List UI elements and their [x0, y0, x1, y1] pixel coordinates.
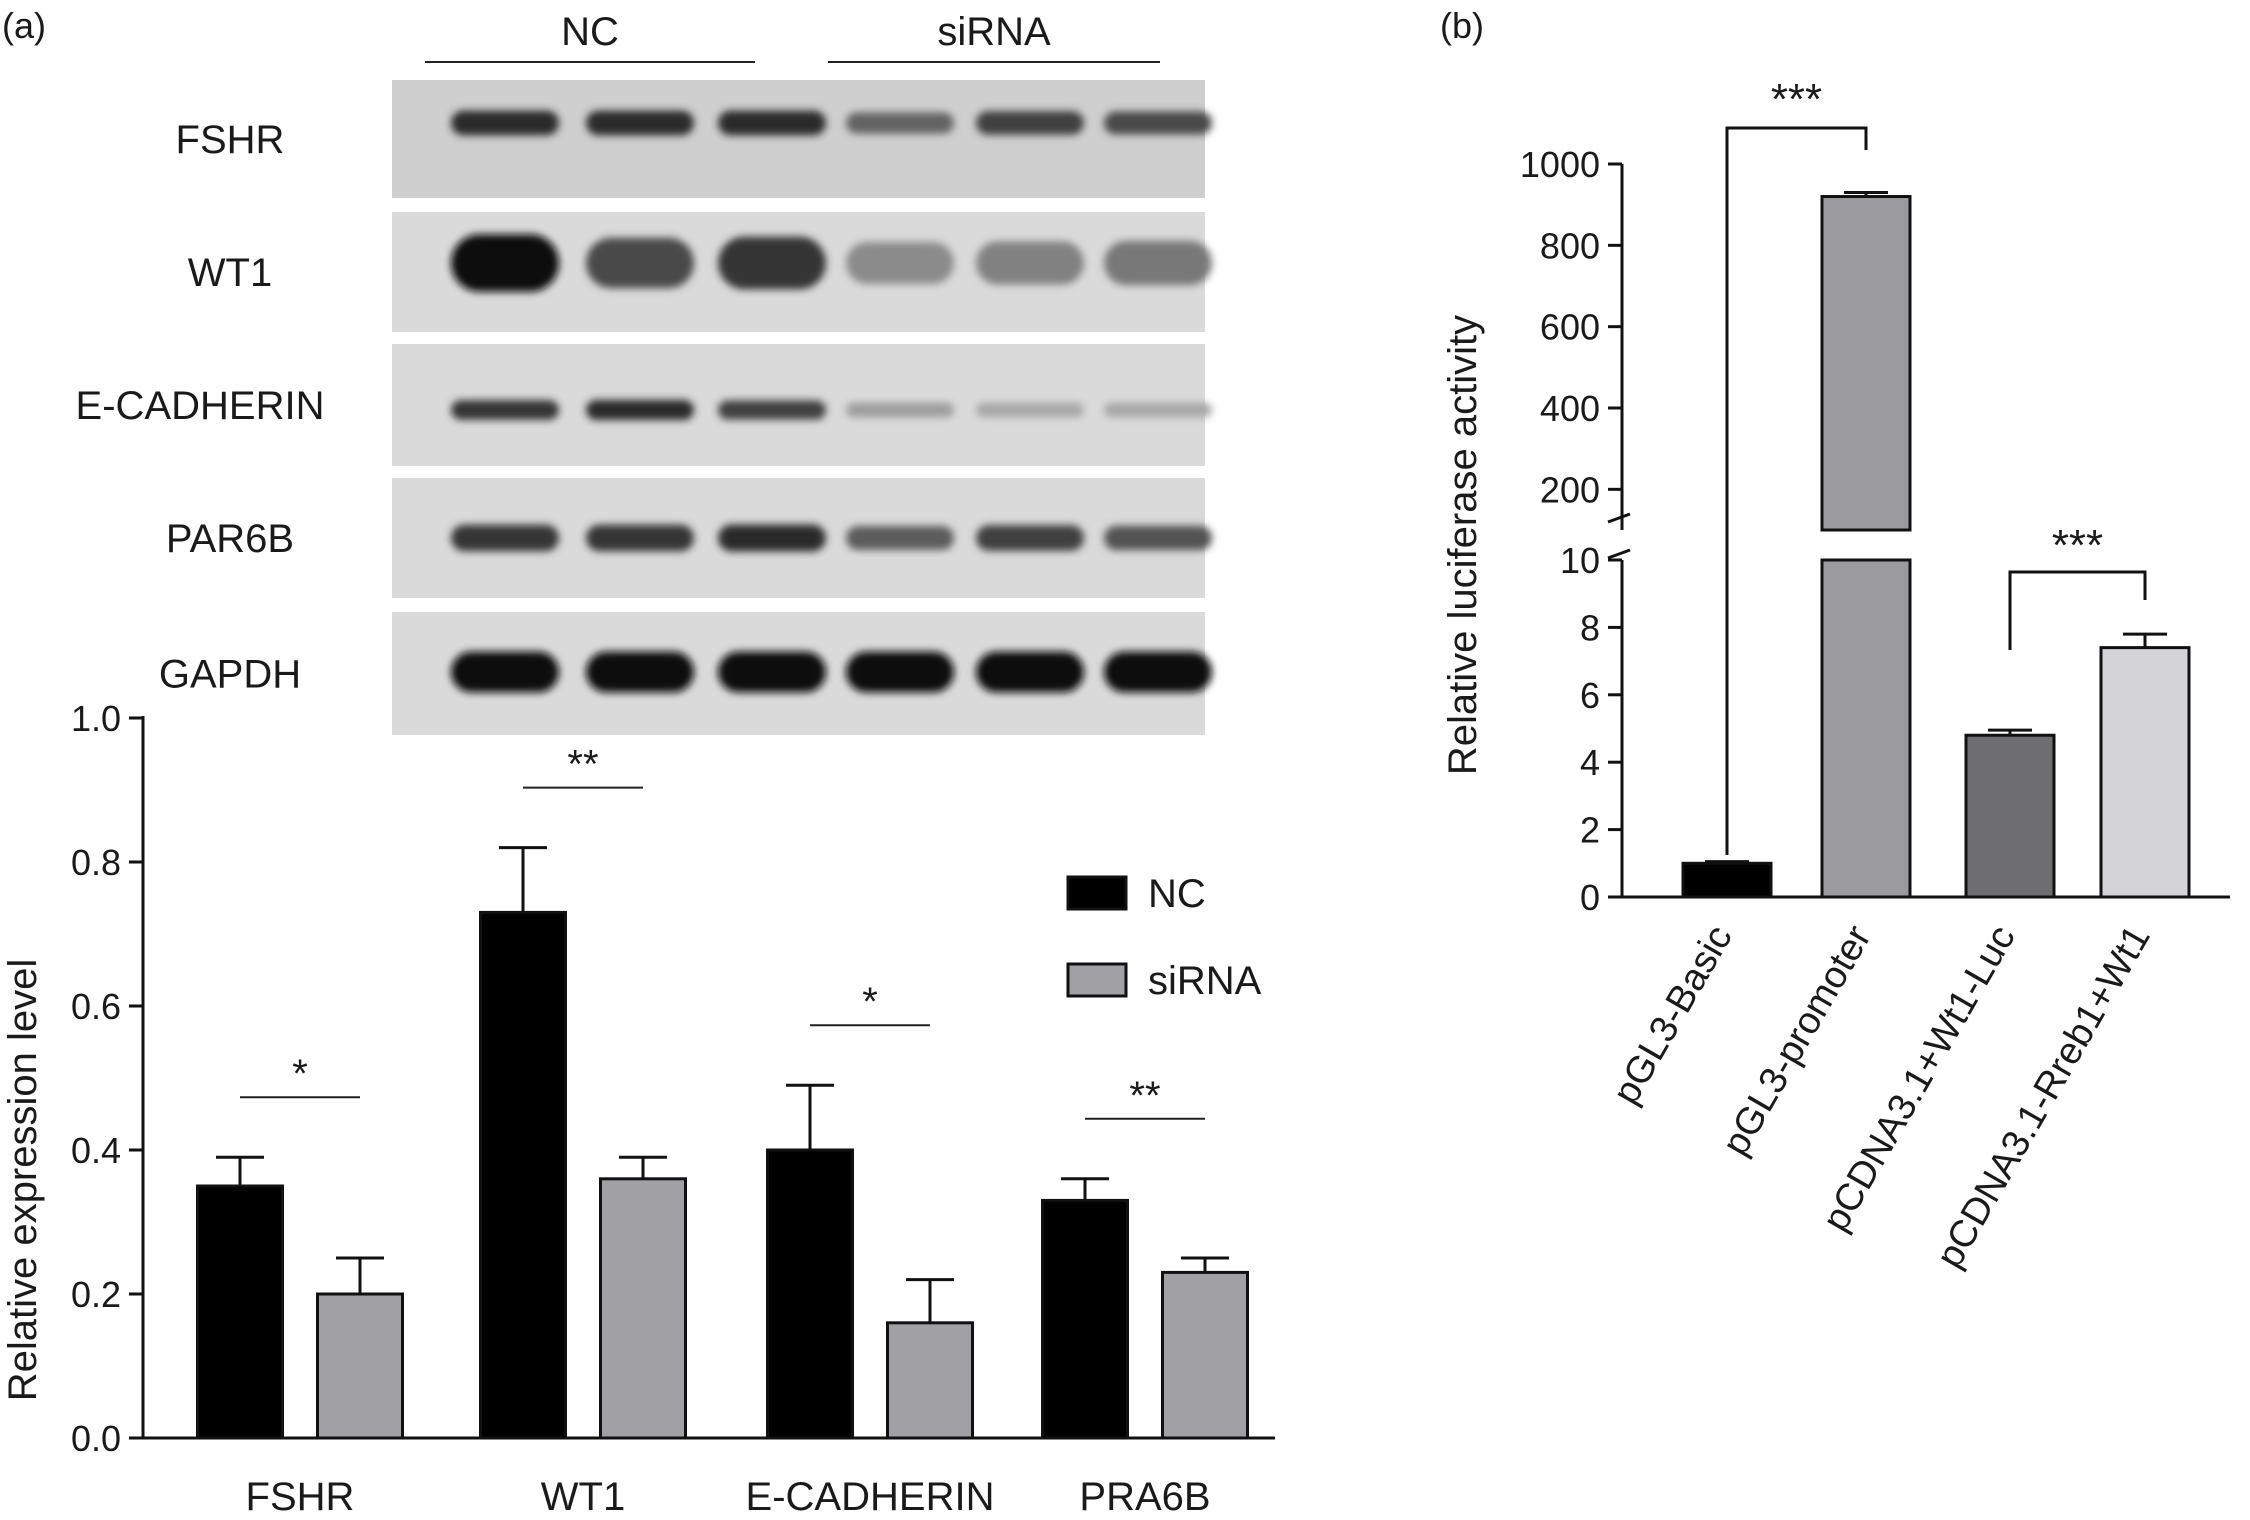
- significance-marker: ***: [2052, 521, 2103, 570]
- y-tick-label: 0.4: [71, 1130, 121, 1171]
- x-tick-label: pGL3-promoter: [1715, 918, 1880, 1162]
- legend-swatch-sirna: [1066, 962, 1128, 998]
- comparison-bracket: [1725, 126, 1868, 855]
- bar-upper: [1820, 195, 1912, 532]
- significance-marker: **: [567, 743, 598, 787]
- y-tick-label: 200: [1540, 469, 1600, 510]
- blot-band: [976, 111, 1084, 135]
- blot-band: [451, 524, 559, 552]
- bar-lower: [1820, 558, 1912, 899]
- bar: [2099, 646, 2191, 899]
- y-tick-label: 0.8: [71, 842, 121, 883]
- legend-label-sirna: siRNA: [1148, 959, 1262, 1003]
- blot-group-label-nc: NC: [561, 10, 619, 54]
- axis-break-mark: [1607, 512, 1631, 524]
- significance-marker: *: [862, 980, 878, 1024]
- blot-band: [846, 526, 954, 550]
- blot-band: [718, 110, 826, 136]
- significance-marker: **: [1129, 1074, 1160, 1118]
- panel-a-label: (a): [2, 5, 46, 46]
- y-axis-label: Relative expression level: [1, 959, 45, 1401]
- blot-band: [586, 399, 694, 421]
- panel-b-label: (b): [1440, 5, 1484, 46]
- y-tick-label: 0.2: [71, 1274, 121, 1315]
- bar-sirna: [1161, 1270, 1249, 1440]
- y-tick-label: 4: [1580, 742, 1600, 783]
- blot-row-label-gapdh: GAPDH: [159, 653, 301, 697]
- y-tick-label: 0.0: [71, 1418, 121, 1459]
- blot-band: [846, 112, 954, 134]
- blot-band: [718, 651, 826, 693]
- x-tick-label: E-CADHERIN: [746, 1475, 995, 1519]
- blot-group-label-sirna: siRNA: [937, 10, 1051, 54]
- blot-band: [1104, 651, 1212, 693]
- blot-strip-fshr: [392, 80, 1205, 198]
- western-blot: NC siRNA FSHR WT1 E-CADHERIN PAR6B GAPDH: [76, 10, 1212, 735]
- x-tick-label: WT1: [541, 1475, 625, 1519]
- blot-band: [1104, 525, 1212, 551]
- bar-sirna: [599, 1177, 687, 1440]
- bar: [1964, 733, 2056, 899]
- significance-marker: *: [292, 1052, 308, 1096]
- significance-marker: ***: [1771, 75, 1822, 124]
- y-tick-label: 1.0: [71, 698, 121, 739]
- blot-band: [451, 651, 559, 693]
- bar-sirna: [886, 1321, 974, 1440]
- blot-row-label-e-cadherin: E-CADHERIN: [76, 384, 325, 428]
- blot-band: [846, 242, 954, 284]
- y-tick-label: 0.6: [71, 986, 121, 1027]
- blot-band: [451, 110, 559, 136]
- y-tick-label: 6: [1580, 675, 1600, 716]
- blot-band: [1104, 402, 1212, 418]
- bar-nc: [479, 910, 567, 1440]
- blot-band: [1104, 111, 1212, 135]
- bar-nc: [766, 1148, 854, 1440]
- luciferase-bar-chart: 0 2 4 6 8 10 200 400 600 800 1000 Relative lucifera…: [1441, 75, 2230, 1275]
- y-tick-label: 10: [1560, 540, 1600, 581]
- axis-break-mark: [1607, 548, 1631, 560]
- y-tick-label: 400: [1540, 388, 1600, 429]
- y-tick-label: 8: [1580, 607, 1600, 648]
- blot-band: [976, 651, 1084, 693]
- blot-band: [976, 525, 1084, 551]
- blot-band: [586, 651, 694, 693]
- bar: [1681, 861, 1773, 899]
- bar-sirna: [316, 1292, 404, 1440]
- blot-band: [976, 241, 1084, 285]
- blot-band: [846, 402, 954, 418]
- y-tick-label: 1000: [1520, 144, 1600, 185]
- y-tick-label: 600: [1540, 307, 1600, 348]
- blot-band: [586, 110, 694, 136]
- blot-row-label-par6b: PAR6B: [166, 517, 294, 561]
- y-tick-label: 0: [1580, 877, 1600, 918]
- bar-nc: [1041, 1198, 1129, 1440]
- legend-swatch-nc: [1066, 875, 1128, 911]
- expression-bar-chart: 0.0 0.2 0.4 0.6 0.8 1.0 Relative expression le…: [1, 698, 1275, 1519]
- blot-row-label-fshr: FSHR: [176, 118, 285, 162]
- x-tick-label: FSHR: [246, 1475, 355, 1519]
- blot-band: [846, 651, 954, 693]
- y-axis-label: Relative luciferase activity: [1441, 315, 1485, 775]
- blot-band: [451, 234, 559, 292]
- blot-band: [976, 402, 1084, 418]
- blot-band: [718, 524, 826, 552]
- comparison-bracket: [2008, 570, 2147, 650]
- blot-band: [718, 400, 826, 420]
- y-tick-label: 800: [1540, 225, 1600, 266]
- blot-band: [586, 237, 694, 289]
- x-tick-label: PRA6B: [1079, 1475, 1210, 1519]
- blot-band: [586, 524, 694, 552]
- x-tick-label: pGL3-Basic: [1605, 919, 1741, 1112]
- blot-band: [1104, 240, 1212, 286]
- blot-row-label-wt1: WT1: [188, 251, 272, 295]
- legend-label-nc: NC: [1148, 872, 1206, 916]
- y-tick-label: 2: [1580, 810, 1600, 851]
- bar-nc: [196, 1184, 284, 1440]
- blot-band: [718, 236, 826, 290]
- blot-band: [451, 400, 559, 420]
